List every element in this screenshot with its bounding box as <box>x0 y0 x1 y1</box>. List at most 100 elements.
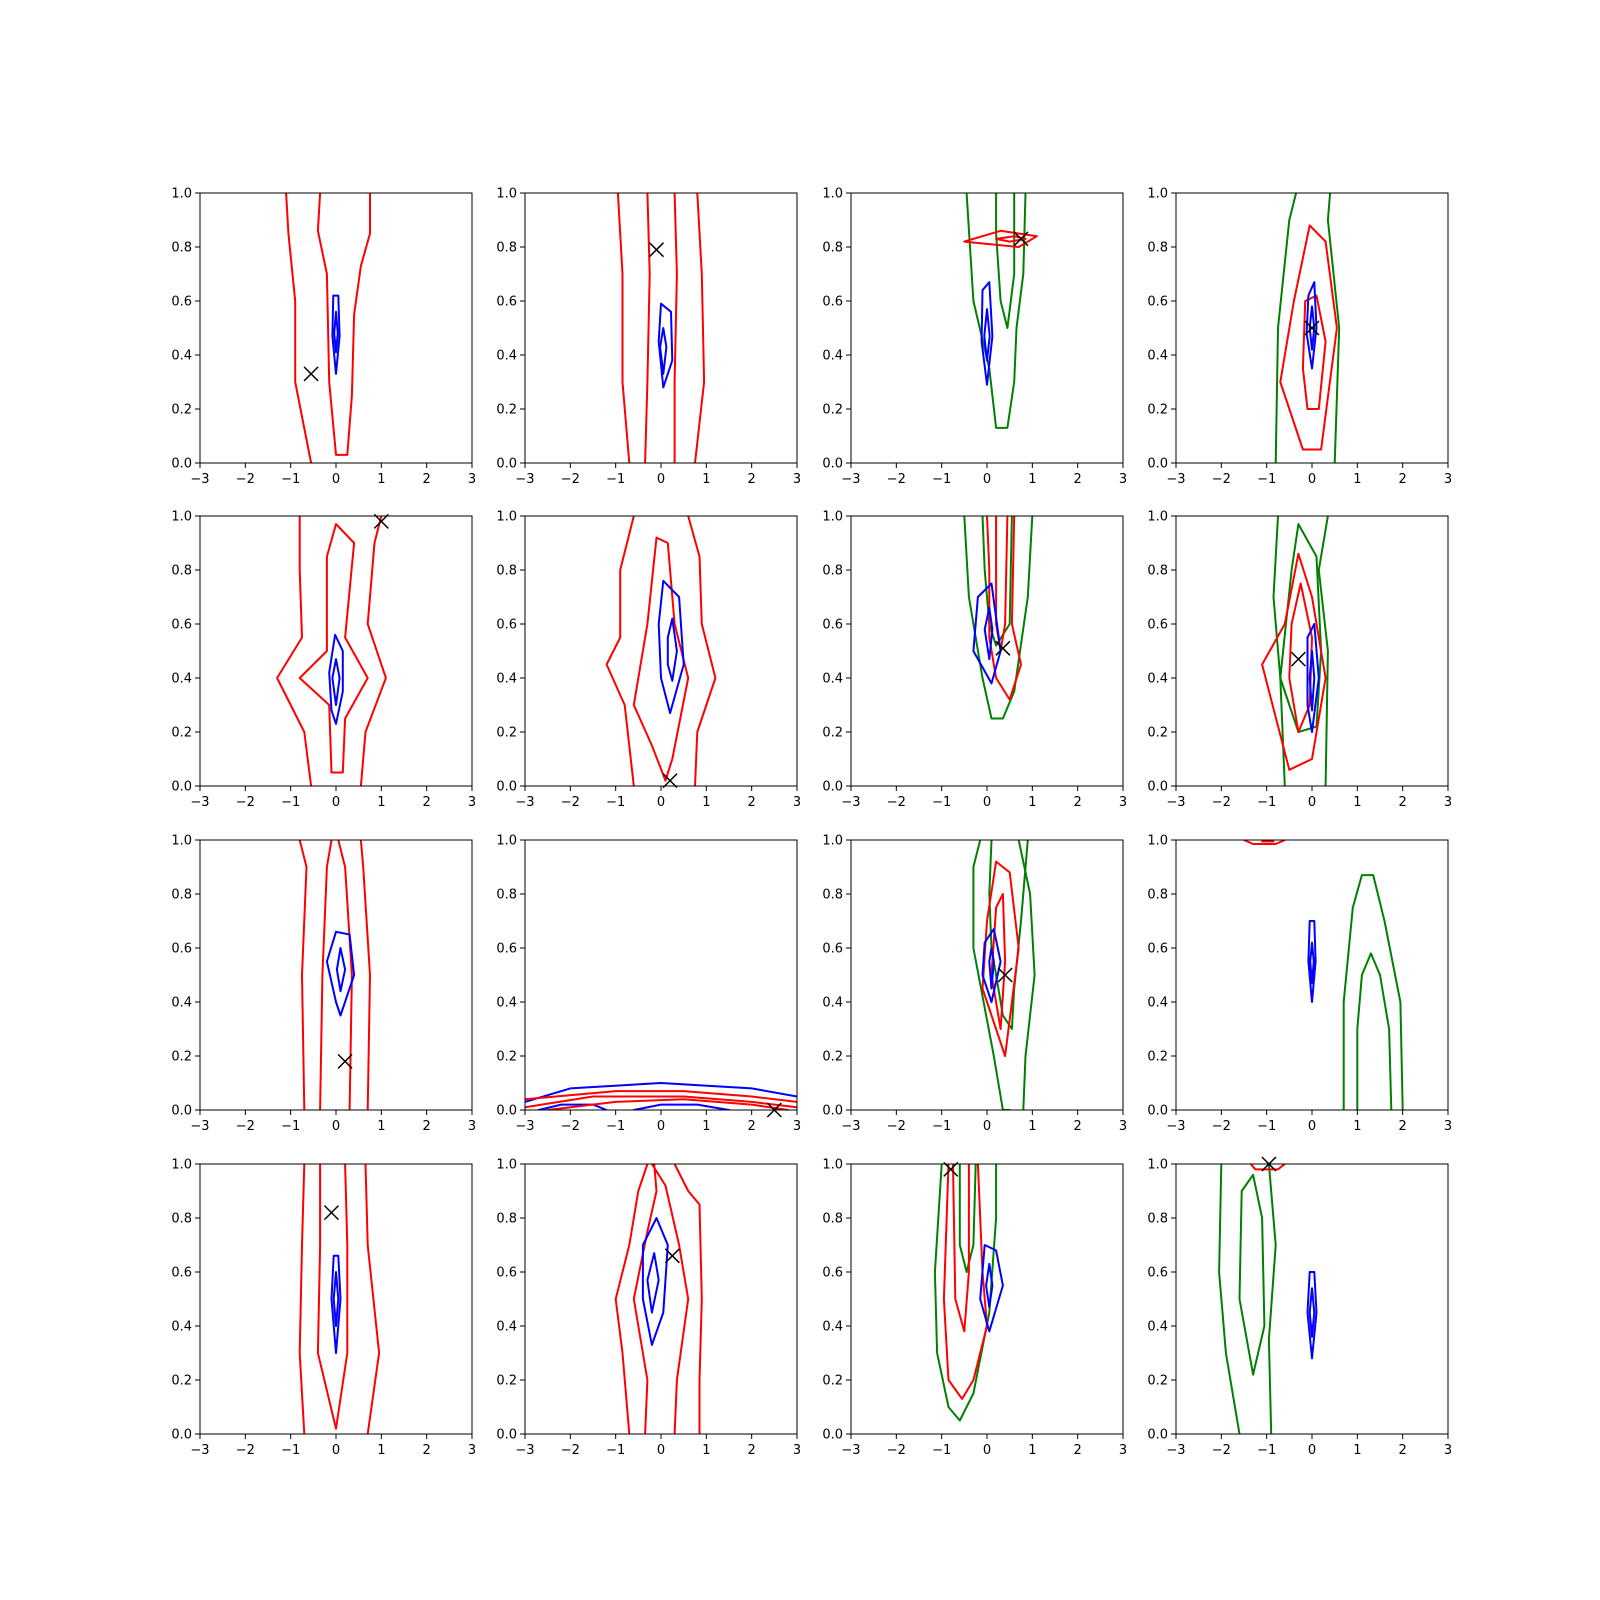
axes-frame <box>524 839 798 1111</box>
x-tick-label: 0 <box>657 1119 665 1134</box>
contour-layer <box>614 1164 703 1434</box>
axes-frame <box>199 515 473 787</box>
x-tick-label: 3 <box>1119 795 1127 810</box>
contour-blue-4 <box>333 310 339 354</box>
y-tick-label: 0.2 <box>1147 726 1168 741</box>
contour-red-2 <box>364 1164 381 1434</box>
y-tick-label: 0.4 <box>822 349 843 364</box>
x-tick-label: −2 <box>236 472 255 487</box>
x-tick-label: 1 <box>377 1119 385 1134</box>
subplot-4-2: −3 −2 −1 0 1 2 3 0.0 0.2 0.4 0.6 0.8 1.0 <box>496 1158 801 1459</box>
axes-frame <box>199 1163 473 1435</box>
contour-blue-5 <box>666 617 678 682</box>
axes-frame <box>850 515 1124 787</box>
y-tick-label: 1.0 <box>1147 1158 1168 1173</box>
contour-red-3 <box>1279 224 1338 451</box>
x-marker <box>662 773 678 789</box>
contour-layer <box>298 1164 381 1434</box>
y-tick-label: 0.6 <box>496 618 517 633</box>
y-tick-label: 0.2 <box>822 726 843 741</box>
subplot-3-4: −3 −2 −1 0 1 2 3 0.0 0.2 0.4 0.6 0.8 1.0 <box>1147 834 1452 1135</box>
x-tick-label: 2 <box>423 1119 431 1134</box>
contour-green-2 <box>1267 1164 1277 1434</box>
y-tick-label: 0.4 <box>496 349 517 364</box>
contour-blue-6 <box>983 308 991 362</box>
contour-blue-5 <box>980 281 994 386</box>
contour-red-2 <box>687 516 717 786</box>
x-tick-label: 2 <box>1399 795 1407 810</box>
y-tick-label: 0.0 <box>496 780 517 795</box>
x-tick-label: 3 <box>1444 795 1452 810</box>
y-tick-label: 1.0 <box>1147 834 1168 849</box>
subplot-1-4: −3 −2 −1 0 1 2 3 0.0 0.2 0.4 0.6 0.8 1.0 <box>1147 187 1452 488</box>
contour-layer <box>616 193 706 463</box>
y-tick-label: 0.6 <box>496 942 517 957</box>
x-tick-label: −3 <box>841 472 860 487</box>
y-tick-label: 0.8 <box>496 888 517 903</box>
y-tick-label: 1.0 <box>496 1158 517 1173</box>
x-tick-label: 0 <box>983 1119 991 1134</box>
y-tick-label: 0.2 <box>171 1050 192 1065</box>
contour-layer <box>972 840 1036 1110</box>
contour-red-3 <box>942 1164 988 1400</box>
x-marker <box>1304 320 1320 336</box>
subplot-1-1: −3 −2 −1 0 1 2 3 0.0 0.2 0.4 0.6 0.8 1.0 <box>171 187 476 488</box>
x-tick-label: 2 <box>748 1119 756 1134</box>
x-tick-label: 0 <box>983 1443 991 1458</box>
x-tick-label: 2 <box>1074 1443 1082 1458</box>
y-tick-label: 0.4 <box>171 349 192 364</box>
x-tick-label: 0 <box>1308 1443 1316 1458</box>
x-tick-label: 3 <box>1444 472 1452 487</box>
contour-red-4 <box>673 193 678 463</box>
subplot-4-1: −3 −2 −1 0 1 2 3 0.0 0.2 0.4 0.6 0.8 1.0 <box>171 1158 476 1459</box>
x-tick-label: 1 <box>377 795 385 810</box>
x-marker <box>995 640 1011 656</box>
subplot-3-2: −3 −2 −1 0 1 2 3 0.0 0.2 0.4 0.6 0.8 1.0 <box>496 834 801 1135</box>
axes-frame <box>850 1163 1124 1435</box>
x-tick-label: −1 <box>1257 795 1276 810</box>
contour-red-4 <box>525 1090 797 1103</box>
y-tick-label: 0.8 <box>822 1212 843 1227</box>
axes-frame <box>1175 1163 1449 1435</box>
contour-green-3 <box>1342 874 1404 1110</box>
x-tick-label: 0 <box>332 1443 340 1458</box>
contour-red-1 <box>1243 840 1286 845</box>
axes-frame <box>850 192 1124 464</box>
y-tick-label: 0.8 <box>822 888 843 903</box>
x-tick-label: 0 <box>657 472 665 487</box>
y-tick-label: 0.0 <box>822 1104 843 1119</box>
y-tick-label: 1.0 <box>822 510 843 525</box>
x-tick-label: 2 <box>1074 795 1082 810</box>
x-tick-label: −3 <box>1166 472 1185 487</box>
contour-red-5 <box>1288 582 1313 733</box>
contour-blue-6 <box>985 1262 994 1309</box>
x-tick-label: 2 <box>1399 472 1407 487</box>
y-tick-label: 0.0 <box>171 457 192 472</box>
y-tick-label: 0.2 <box>171 403 192 418</box>
x-tick-label: 0 <box>332 472 340 487</box>
contour-green-3 <box>1279 523 1323 733</box>
contour-blue-6 <box>335 947 347 993</box>
x-tick-label: 0 <box>657 1443 665 1458</box>
y-tick-label: 0.4 <box>1147 996 1168 1011</box>
contour-blue-7 <box>1308 650 1316 712</box>
x-tick-label: −3 <box>841 1443 860 1458</box>
x-tick-label: −1 <box>606 795 625 810</box>
x-tick-label: 1 <box>702 472 710 487</box>
x-tick-label: 1 <box>1353 1119 1361 1134</box>
contour-blue-4 <box>657 579 685 715</box>
y-tick-label: 0.2 <box>496 1050 517 1065</box>
y-tick-label: 0.2 <box>1147 1050 1168 1065</box>
x-tick-label: −1 <box>281 795 300 810</box>
contour-blue-5 <box>1305 281 1318 370</box>
x-tick-label: 1 <box>1028 472 1036 487</box>
y-tick-label: 0.0 <box>496 457 517 472</box>
x-marker <box>664 1248 680 1264</box>
x-tick-label: 2 <box>748 1443 756 1458</box>
axes-frame <box>199 192 473 464</box>
x-tick-label: 3 <box>468 1443 476 1458</box>
contour-red-2 <box>694 193 706 463</box>
y-tick-label: 0.8 <box>496 241 517 256</box>
axes-frame <box>850 839 1124 1111</box>
